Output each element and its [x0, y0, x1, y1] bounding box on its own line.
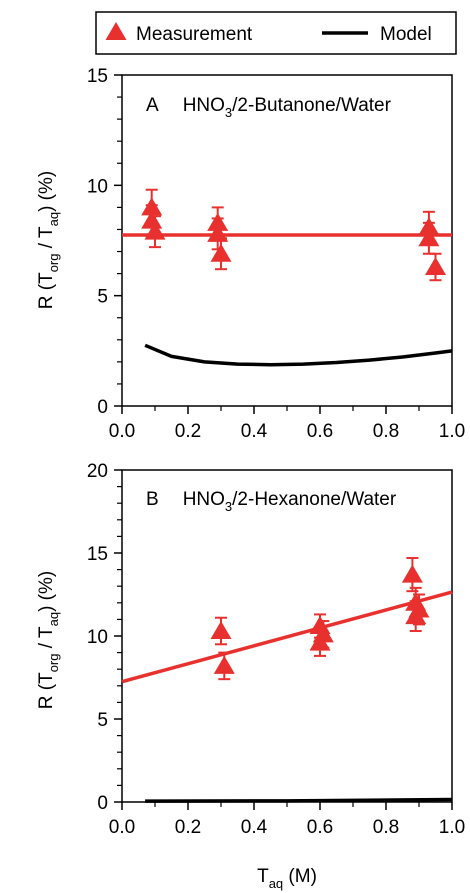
- x-tick-label: 0.4: [241, 421, 268, 442]
- panel-a-title-suffix: /2-Butanone/Water: [232, 95, 391, 116]
- y-tick-label: 15: [87, 544, 108, 565]
- panel-a: 0.0 0.2 0.4 0.6 0.8 1.0 0 5 10 15 A HNO3/2-Butanon…: [36, 66, 465, 442]
- x-tick-label: 1.0: [439, 421, 465, 442]
- model-line: [145, 797, 453, 803]
- panel-b-xlabel-main: T: [257, 866, 269, 887]
- x-tick-label: 1.0: [439, 817, 465, 838]
- measurement-point: [210, 621, 232, 640]
- panel-a-lines: [122, 233, 453, 367]
- x-tick-label: 0.2: [175, 817, 201, 838]
- x-tick-label: 0.0: [109, 817, 135, 838]
- panel-b-title-sub: 3: [225, 499, 232, 514]
- panel-a-ylabel-prefix: R (T: [36, 272, 57, 309]
- measurement-point: [141, 210, 163, 229]
- panel-b-ylabel-suffix: ) (%): [36, 571, 57, 612]
- measurement-point: [401, 564, 423, 583]
- measurement-point: [418, 228, 440, 247]
- x-tick-label: 0.8: [373, 817, 399, 838]
- x-tick-label: 0.6: [307, 421, 333, 442]
- legend-measurement-marker: [105, 22, 127, 40]
- panel-b-points: [210, 556, 430, 681]
- panel-b-ylabel-middle: / T: [36, 626, 57, 653]
- measurement-point: [210, 243, 232, 262]
- y-tick-label: 10: [87, 627, 108, 648]
- panel-b-ylabel: R (Torg / Taq) (%): [36, 571, 61, 709]
- measurement-point: [144, 221, 166, 240]
- legend-box: [95, 11, 457, 55]
- panel-a-title-prefix: HNO: [183, 95, 225, 116]
- x-tick-label: 0.2: [175, 421, 201, 442]
- legend: Measurement Model: [95, 11, 457, 55]
- panel-b-title-suffix: /2-Hexanone/Water: [232, 489, 397, 510]
- measurement-point: [405, 606, 427, 625]
- y-tick-label: 5: [97, 287, 108, 308]
- panel-b: 0.0 0.2 0.4 0.6 0.8 1.0 0 5 10 15 20 B HNO3/2-Hexan…: [36, 461, 465, 891]
- panel-b-ylabel-sub2: aq: [46, 612, 61, 626]
- panel-a-ylabel: R (Torg / Taq) (%): [36, 171, 61, 309]
- y-tick-label: 15: [87, 66, 108, 87]
- x-tick-label: 0.6: [307, 817, 333, 838]
- panel-b-letter: B: [146, 489, 159, 510]
- legend-measurement-label: Measurement: [136, 24, 253, 45]
- x-tick-label: 0.0: [109, 421, 135, 442]
- measurement-point: [309, 632, 331, 651]
- panel-b-title-prefix: HNO: [183, 489, 225, 510]
- panel-b-ylabel-sub1: org: [46, 654, 61, 673]
- x-tick-label: 0.4: [241, 817, 268, 838]
- measurement-point: [213, 655, 235, 674]
- panel-a-title: A HNO3/2-Butanone/Water: [146, 95, 392, 120]
- y-tick-label: 5: [97, 710, 108, 731]
- y-tick-label: 0: [97, 793, 108, 814]
- panel-b-xlabel-units: (M): [283, 866, 317, 887]
- panel-b-xlabel-sub: aq: [269, 876, 283, 891]
- panel-a-points: [141, 188, 446, 282]
- panel-a-title-sub: 3: [225, 105, 232, 120]
- panel-b-ticks: 0.0 0.2 0.4 0.6 0.8 1.0 0 5 10 15 20: [87, 461, 465, 838]
- panel-a-ticks: 0.0 0.2 0.4 0.6 0.8 1.0 0 5 10 15: [87, 66, 465, 442]
- panel-b-xlabel: Taq (M): [257, 866, 317, 891]
- panel-a-ylabel-sub2: aq: [46, 212, 61, 226]
- legend-model-label: Model: [380, 24, 432, 45]
- measurement-fit-line: [121, 590, 453, 684]
- panel-a-ylabel-sub1: org: [46, 254, 61, 273]
- panel-b-ylabel-prefix: R (T: [36, 672, 57, 709]
- x-tick-label: 0.8: [373, 421, 399, 442]
- y-tick-label: 0: [97, 397, 108, 418]
- y-tick-label: 10: [87, 176, 108, 197]
- panel-b-title: B HNO3/2-Hexanone/Water: [146, 489, 397, 514]
- y-tick-label: 20: [87, 461, 108, 482]
- panel-a-letter: A: [146, 95, 159, 116]
- model-line: [144, 343, 453, 367]
- measurement-point: [425, 256, 446, 275]
- panel-a-ylabel-middle: / T: [36, 226, 57, 253]
- panel-b-lines: [121, 590, 453, 803]
- panel-a-ylabel-suffix: ) (%): [36, 171, 57, 212]
